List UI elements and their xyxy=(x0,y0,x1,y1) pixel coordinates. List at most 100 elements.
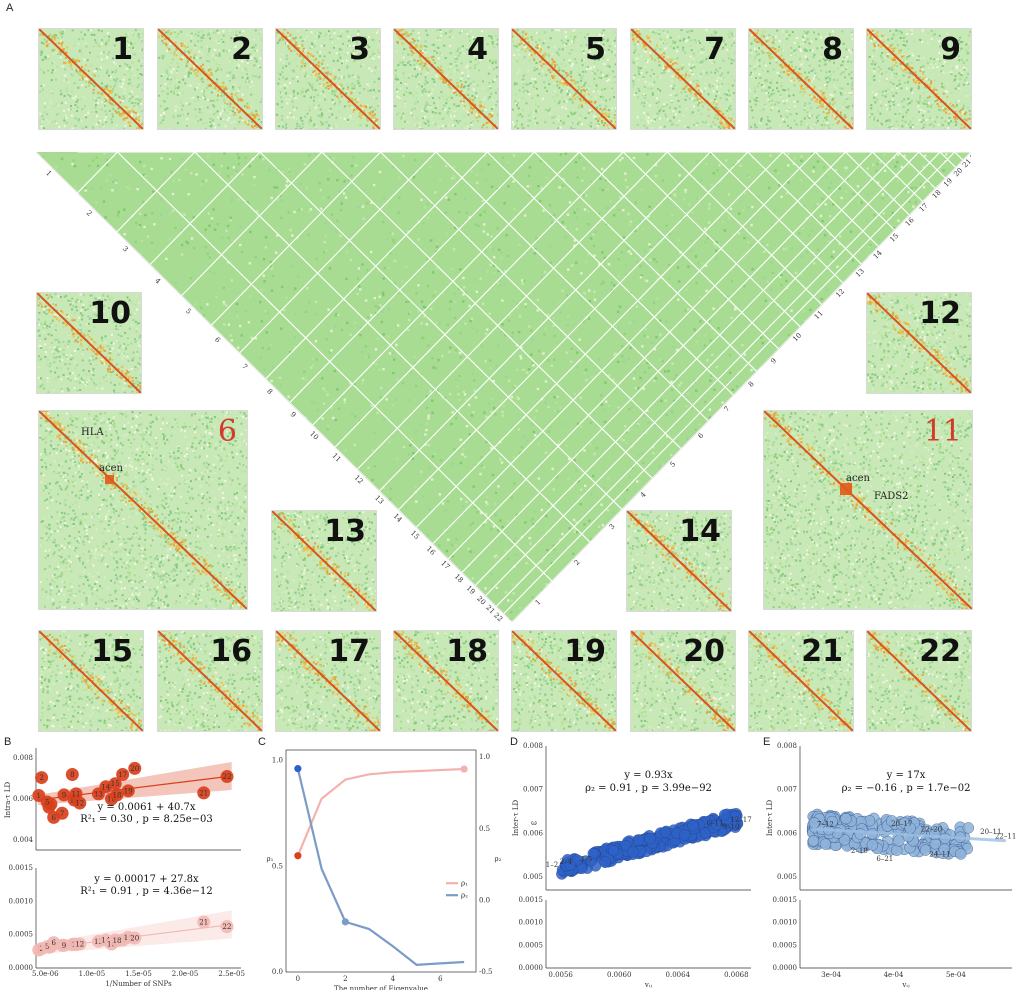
y-tick-label: 0.0010 xyxy=(519,919,544,927)
triangle-chr-label-left: 16 xyxy=(425,545,437,557)
point-label: 2–4 xyxy=(560,858,573,866)
heatmap-label-chr: 4 xyxy=(467,35,488,65)
heatmap-chr-16: 16 xyxy=(157,630,263,732)
y-tick-label: 0.008 xyxy=(777,742,797,750)
y-tick-label: 0.0005 xyxy=(519,941,544,949)
heatmap-label-chr: 17 xyxy=(328,637,370,667)
heatmap-label-chr: 3 xyxy=(349,35,370,65)
y-axis-label: Inter-τ LD xyxy=(766,799,774,836)
data-point xyxy=(963,822,974,833)
heatmap-label-chr: 15 xyxy=(91,637,133,667)
heatmap-chr-5: 5 xyxy=(511,28,617,130)
heatmap-chr-19: 19 xyxy=(511,630,617,732)
data-point xyxy=(687,820,698,831)
right-y-tick: 0.5 xyxy=(479,825,490,833)
point-label: 1 xyxy=(37,792,41,800)
point-label: 21 xyxy=(199,789,208,797)
y-tick-label: 0.0015 xyxy=(519,896,544,904)
regression-stats: R²₁ = 0.30 , p = 8.25e−03 xyxy=(80,814,213,825)
triangle-chr-label-right: 2 xyxy=(573,558,582,567)
y-tick-label: 0.0000 xyxy=(519,964,544,972)
triangle-chr-label-right: 1 xyxy=(534,598,543,607)
data-point xyxy=(660,827,671,838)
heatmap-label-chr: 21 xyxy=(801,637,843,667)
y-tick-label: 0.006 xyxy=(13,795,34,803)
right-y-tick: -0.5 xyxy=(479,968,493,976)
point-label: 7–12 xyxy=(817,821,834,829)
data-point xyxy=(627,846,638,857)
heatmap-chr-1: 1 xyxy=(38,28,144,130)
point-label: 22–20 xyxy=(921,826,942,834)
legend-label: ρ₂ xyxy=(461,892,468,900)
y-tick-label: 0.004 xyxy=(13,836,34,844)
y-axis-label: Intra-τ LD xyxy=(4,781,12,818)
triangle-chr-label-right: 4 xyxy=(639,490,648,499)
triangle-chr-label-left: 18 xyxy=(453,572,465,584)
triangle-chr-label-left: 9 xyxy=(289,410,298,419)
y-tick-label: 0.0000 xyxy=(773,964,798,972)
data-point xyxy=(855,828,866,839)
triangle-chr-label-left: 1 xyxy=(44,169,53,178)
heatmap-label-chr: 7 xyxy=(704,35,725,65)
x-axis-label: The number of Eigenvalue xyxy=(334,985,428,990)
heatmap-label-chr: 8 xyxy=(822,35,843,65)
heatmap-chr-18: 18 xyxy=(393,630,499,732)
heatmap-chr-8: 8 xyxy=(748,28,854,130)
triangle-chr-label-left: 14 xyxy=(392,512,404,524)
highlight-point xyxy=(461,765,468,772)
y-tick-label: 0.0010 xyxy=(773,919,798,927)
heatmap-chr-21: 21 xyxy=(748,630,854,732)
x-tick-label: 6 xyxy=(438,975,443,983)
regression-stats: ρ₂ = −0.16 , p = 1.7e−02 xyxy=(842,783,971,794)
point-label: 6–21 xyxy=(876,855,893,863)
triangle-chr-label-right: 7 xyxy=(723,405,732,414)
data-point xyxy=(679,830,690,841)
x-tick-label: 1.5e-05 xyxy=(125,970,152,978)
x-tick-label: 4e-04 xyxy=(884,971,904,979)
triangle-chr-label-right: 9 xyxy=(769,357,778,366)
x-axis-label: 1/Number of SNPs xyxy=(105,980,172,988)
heatmap-chr-3: 3 xyxy=(275,28,381,130)
data-point xyxy=(891,845,902,856)
point-label: 12 xyxy=(75,800,84,808)
point-label: 17 xyxy=(118,771,127,779)
x-tick-label: 0.0056 xyxy=(548,971,573,979)
point-label: 18 xyxy=(113,791,122,799)
point-label: 6–11 xyxy=(707,819,724,827)
data-point xyxy=(633,835,644,846)
point-label: 7 xyxy=(60,810,64,818)
y-tick-label: 0.0000 xyxy=(9,964,34,972)
regression-stats: R²₁ = 0.91 , p = 4.36e−12 xyxy=(80,886,213,897)
x-tick-label: 0.0060 xyxy=(607,971,632,979)
triangle-chr-label-left: 8 xyxy=(265,387,274,396)
triangle-chr-label-left: 3 xyxy=(121,245,130,254)
triangle-chr-label-left: 17 xyxy=(439,559,451,571)
legend-label: ρ₁ xyxy=(461,880,468,888)
heatmap-label-chr: 9 xyxy=(940,35,961,65)
left-y-axis-label: ρ₁ xyxy=(267,855,274,863)
data-point xyxy=(893,835,904,846)
panel-label-a: A xyxy=(6,2,13,14)
point-label: 20 xyxy=(130,765,139,773)
triangle-chr-label-left: 2 xyxy=(85,209,94,218)
y-tick-label: 0.006 xyxy=(523,829,544,837)
right-y-tick: 1.0 xyxy=(479,753,490,761)
point-label: 12–17 xyxy=(730,816,751,824)
triangle-chr-label-left: 4 xyxy=(153,277,162,286)
regression-equation: y = 0.0061 + 40.7x xyxy=(96,802,195,813)
regression-stats: ρ₂ = 0.91 , p = 3.99e−92 xyxy=(585,783,712,794)
y-tick-label: 0.008 xyxy=(13,754,33,762)
x-tick-label: 2.0e-05 xyxy=(172,970,199,978)
heatmap-label-chr: 18 xyxy=(446,637,488,667)
y-tick-label: 0.005 xyxy=(523,873,543,881)
heatmap-label-chr: 20 xyxy=(683,637,725,667)
point-label: 9 xyxy=(62,942,66,950)
data-point xyxy=(600,857,611,868)
triangle-chr-label-left: 22 xyxy=(492,611,504,623)
point-label: 2–10 xyxy=(851,847,868,855)
heatmap-label-chr: 22 xyxy=(919,637,961,667)
triangle-chr-label-left: 10 xyxy=(308,430,320,442)
